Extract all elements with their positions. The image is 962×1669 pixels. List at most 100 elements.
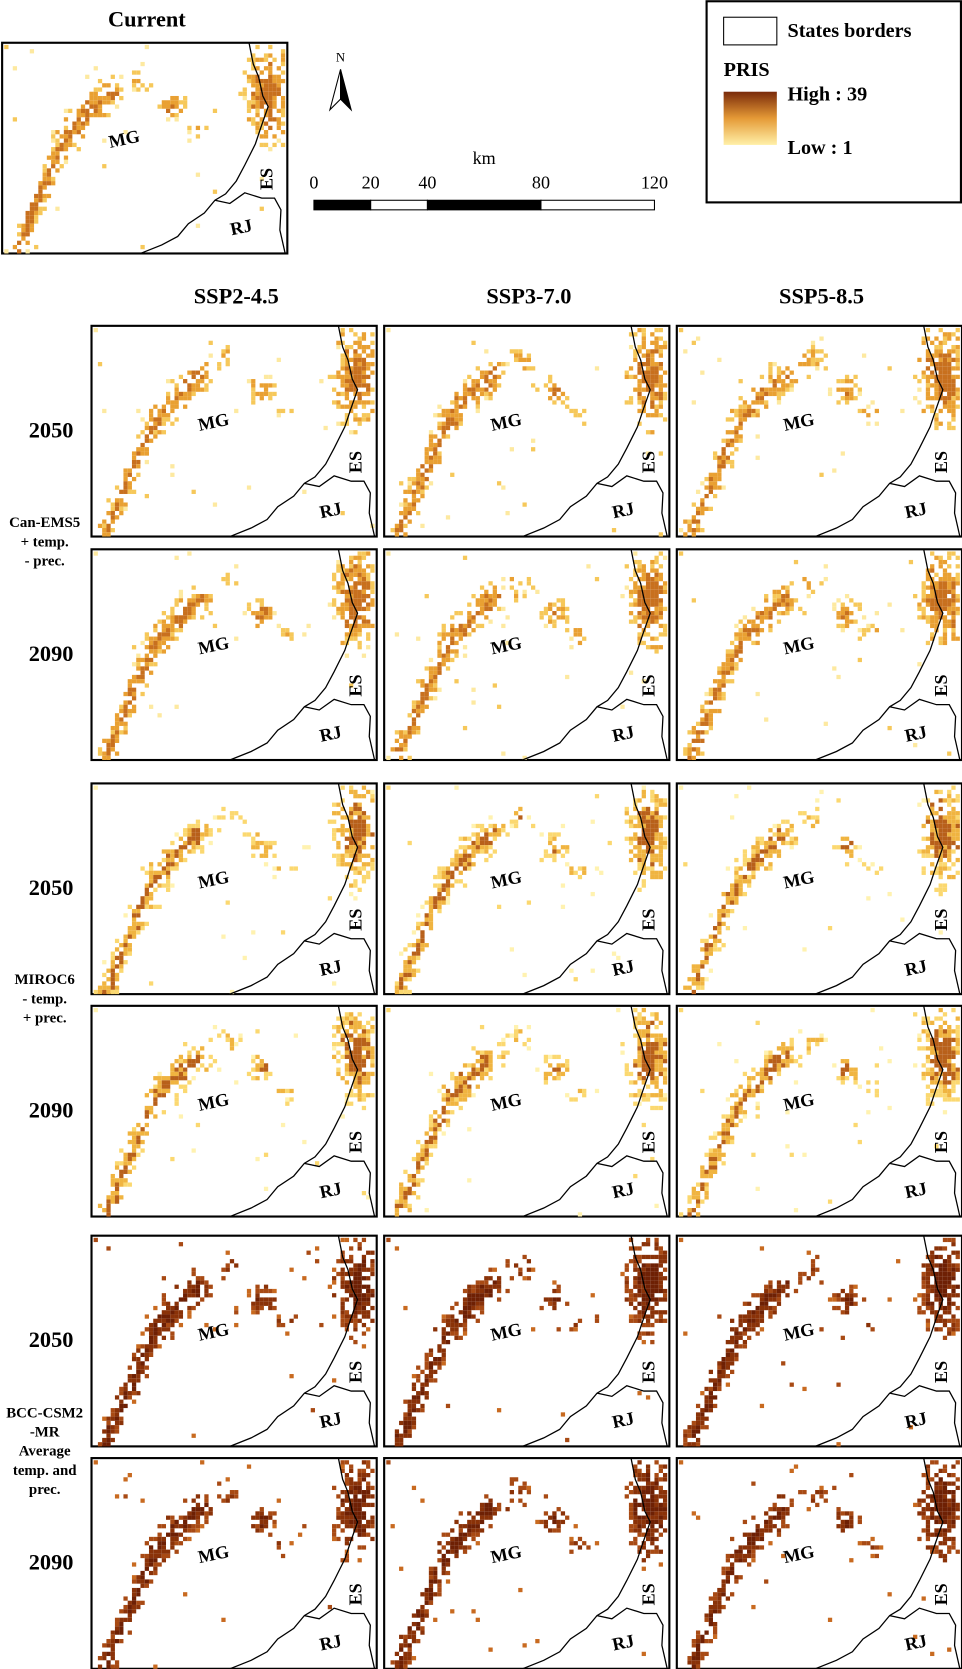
suitability-cell (518, 358, 522, 362)
suitability-cell (943, 866, 947, 870)
suitability-cell (650, 379, 654, 383)
suitability-cell (480, 849, 484, 853)
suitability-cell (429, 1348, 433, 1352)
suitability-cell (514, 1029, 518, 1033)
suitability-cell (412, 1421, 416, 1425)
suitability-cell (221, 577, 225, 581)
suitability-cell (654, 1106, 658, 1110)
suitability-cell (934, 388, 938, 392)
suitability-cell (429, 913, 433, 917)
suitability-cell (642, 615, 646, 619)
suitability-cell (756, 1085, 760, 1089)
suitability-cell (281, 100, 285, 104)
suitability-cell (751, 1153, 755, 1157)
suitability-cell (395, 981, 399, 985)
suitability-cell (358, 1246, 362, 1250)
suitability-cell (734, 1102, 738, 1106)
current-map: MGESRJ (2, 43, 287, 254)
suitability-cell (909, 560, 913, 564)
suitability-cell (34, 207, 38, 211)
suitability-cell (722, 943, 726, 947)
suitability-cell (713, 679, 717, 683)
suitability-cell (115, 1187, 119, 1191)
suitability-cell (366, 1076, 370, 1080)
suitability-cell (926, 1102, 930, 1106)
suitability-cell (717, 671, 721, 675)
suitability-cell (548, 375, 552, 379)
suitability-cell (425, 922, 429, 926)
suitability-cell (595, 866, 599, 870)
suitability-cell (362, 1033, 366, 1037)
suitability-cell (739, 888, 743, 892)
suitability-cell (433, 1370, 437, 1374)
suitability-cell (802, 611, 806, 615)
suitability-cell (264, 83, 268, 87)
suitability-cell (425, 1395, 429, 1399)
suitability-cell (922, 341, 926, 345)
suitability-cell (841, 1068, 845, 1072)
suitability-cell (345, 828, 349, 832)
suitability-cell (888, 366, 892, 370)
suitability-cell (730, 896, 734, 900)
suitability-cell (349, 430, 353, 434)
suitability-cell (463, 1306, 467, 1310)
suitability-cell (824, 366, 828, 370)
suitability-cell (696, 336, 700, 340)
suitability-cell (349, 1102, 353, 1106)
suitability-cell (650, 1042, 654, 1046)
suitability-cell (815, 349, 819, 353)
suitability-cell (153, 422, 157, 426)
suitability-cell (162, 849, 166, 853)
suitability-cell (341, 1272, 345, 1276)
suitability-cell (939, 358, 943, 362)
suitability-cell (128, 1140, 132, 1144)
suitability-cell (650, 1157, 654, 1161)
suitability-cell (637, 1021, 641, 1025)
suitability-cell (956, 375, 960, 379)
suitability-cell (204, 375, 208, 379)
suitability-cell (454, 854, 458, 858)
suitability-cell (943, 815, 947, 819)
suitability-cell (213, 109, 217, 113)
suitability-cell (362, 585, 366, 589)
suitability-cell (951, 1068, 955, 1072)
suitability-cell (175, 100, 179, 104)
suitability-cell (403, 511, 407, 515)
suitability-cell (386, 756, 390, 760)
suitability-cell (200, 1297, 204, 1301)
suitability-cell (183, 828, 187, 832)
suitability-cell (654, 392, 658, 396)
suitability-cell (484, 845, 488, 849)
suitability-cell (824, 354, 828, 358)
suitability-cell (760, 611, 764, 615)
suitability-cell (807, 1038, 811, 1042)
suitability-cell (187, 1285, 191, 1289)
suitability-cell (162, 637, 166, 641)
suitability-cell (956, 405, 960, 409)
suitability-cell (446, 1123, 450, 1127)
suitability-cell (264, 611, 268, 615)
suitability-cell (366, 1093, 370, 1097)
suitability-cell (429, 1366, 433, 1370)
suitability-cell (629, 366, 633, 370)
suitability-cell (717, 485, 721, 489)
suitability-cell (930, 607, 934, 611)
suitability-cell (145, 1314, 149, 1318)
suitability-cell (663, 1076, 667, 1080)
suitability-cell (463, 854, 467, 858)
suitability-cell (179, 1055, 183, 1059)
suitability-cell (947, 845, 951, 849)
suitability-cell (358, 1042, 362, 1046)
suitability-cell (370, 1055, 374, 1059)
suitability-cell (395, 730, 399, 734)
suitability-cell (747, 628, 751, 632)
suitability-cell (119, 1178, 123, 1182)
suitability-cell (442, 1097, 446, 1101)
suitability-cell (370, 845, 374, 849)
suitability-cell (663, 1093, 667, 1097)
suitability-cell (527, 1046, 531, 1050)
suitability-cell (650, 413, 654, 417)
suitability-cell (281, 143, 285, 147)
suitability-cell (629, 837, 633, 841)
suitability-cell (620, 1051, 624, 1055)
